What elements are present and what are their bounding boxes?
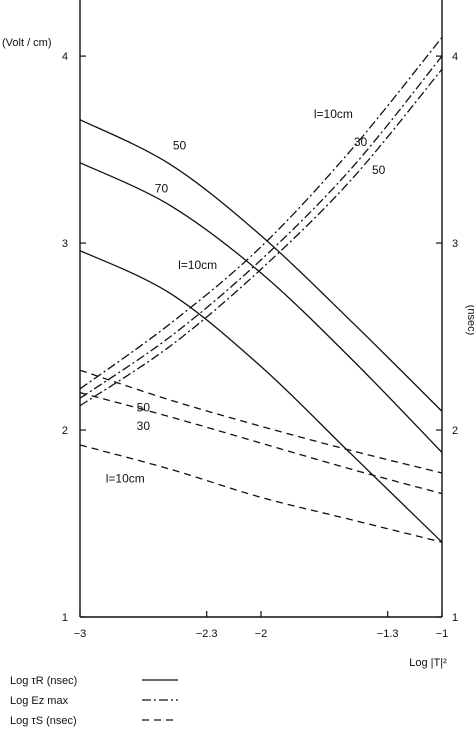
x-tick-label: −3 bbox=[74, 628, 87, 640]
x-tick-label: −2 bbox=[255, 628, 268, 640]
legend-label-0: Log τR (nsec) bbox=[10, 675, 77, 687]
y-tick-label-right: 3 bbox=[452, 238, 458, 250]
y-tick-label-right: 1 bbox=[452, 612, 458, 624]
curve-label-3: l=10cm bbox=[314, 107, 353, 121]
y-tick-label-right: 2 bbox=[452, 425, 458, 437]
legend-label-1: Log Ez max bbox=[10, 695, 69, 707]
x-tick-label: −1.3 bbox=[377, 628, 399, 640]
curve-label-2: l=10cm bbox=[178, 258, 217, 272]
x-axis-title: Log |T|² bbox=[409, 657, 447, 669]
curve-label-7: 30 bbox=[137, 419, 151, 433]
y-tick-label-left: 2 bbox=[62, 425, 68, 437]
x-tick-label: −1 bbox=[436, 628, 449, 640]
y-tick-label-left: 1 bbox=[62, 612, 68, 624]
curve-label-8: l=10cm bbox=[106, 471, 145, 485]
series-line-tauS-8 bbox=[79, 444, 443, 543]
y-axis-title-left: (Volt / cm) bbox=[2, 37, 52, 49]
curve-label-4: 30 bbox=[354, 135, 368, 149]
curve-label-6: 50 bbox=[137, 400, 151, 414]
series-line-tauR-2 bbox=[79, 249, 443, 543]
x-tick-label: −2.3 bbox=[196, 628, 218, 640]
curve-label-1: 70 bbox=[155, 182, 169, 196]
series-line-Ez-5 bbox=[79, 68, 443, 407]
y-axis-title-right: (nsec) bbox=[465, 305, 474, 336]
series-line-tauR-0 bbox=[79, 119, 443, 412]
series-line-tauS-6 bbox=[79, 369, 443, 474]
series-line-tauS-7 bbox=[79, 392, 443, 495]
curve-label-0: 50 bbox=[173, 139, 187, 153]
curve-label-5: 50 bbox=[372, 163, 386, 177]
y-tick-label-left: 4 bbox=[62, 51, 68, 63]
series-line-tauR-1 bbox=[79, 162, 443, 453]
series-line-Ez-4 bbox=[79, 55, 443, 399]
y-tick-label-right: 4 bbox=[452, 51, 458, 63]
y-tick-label-left: 3 bbox=[62, 238, 68, 250]
series-line-Ez-3 bbox=[79, 36, 443, 390]
legend-label-2: Log τS (nsec) bbox=[10, 715, 77, 727]
